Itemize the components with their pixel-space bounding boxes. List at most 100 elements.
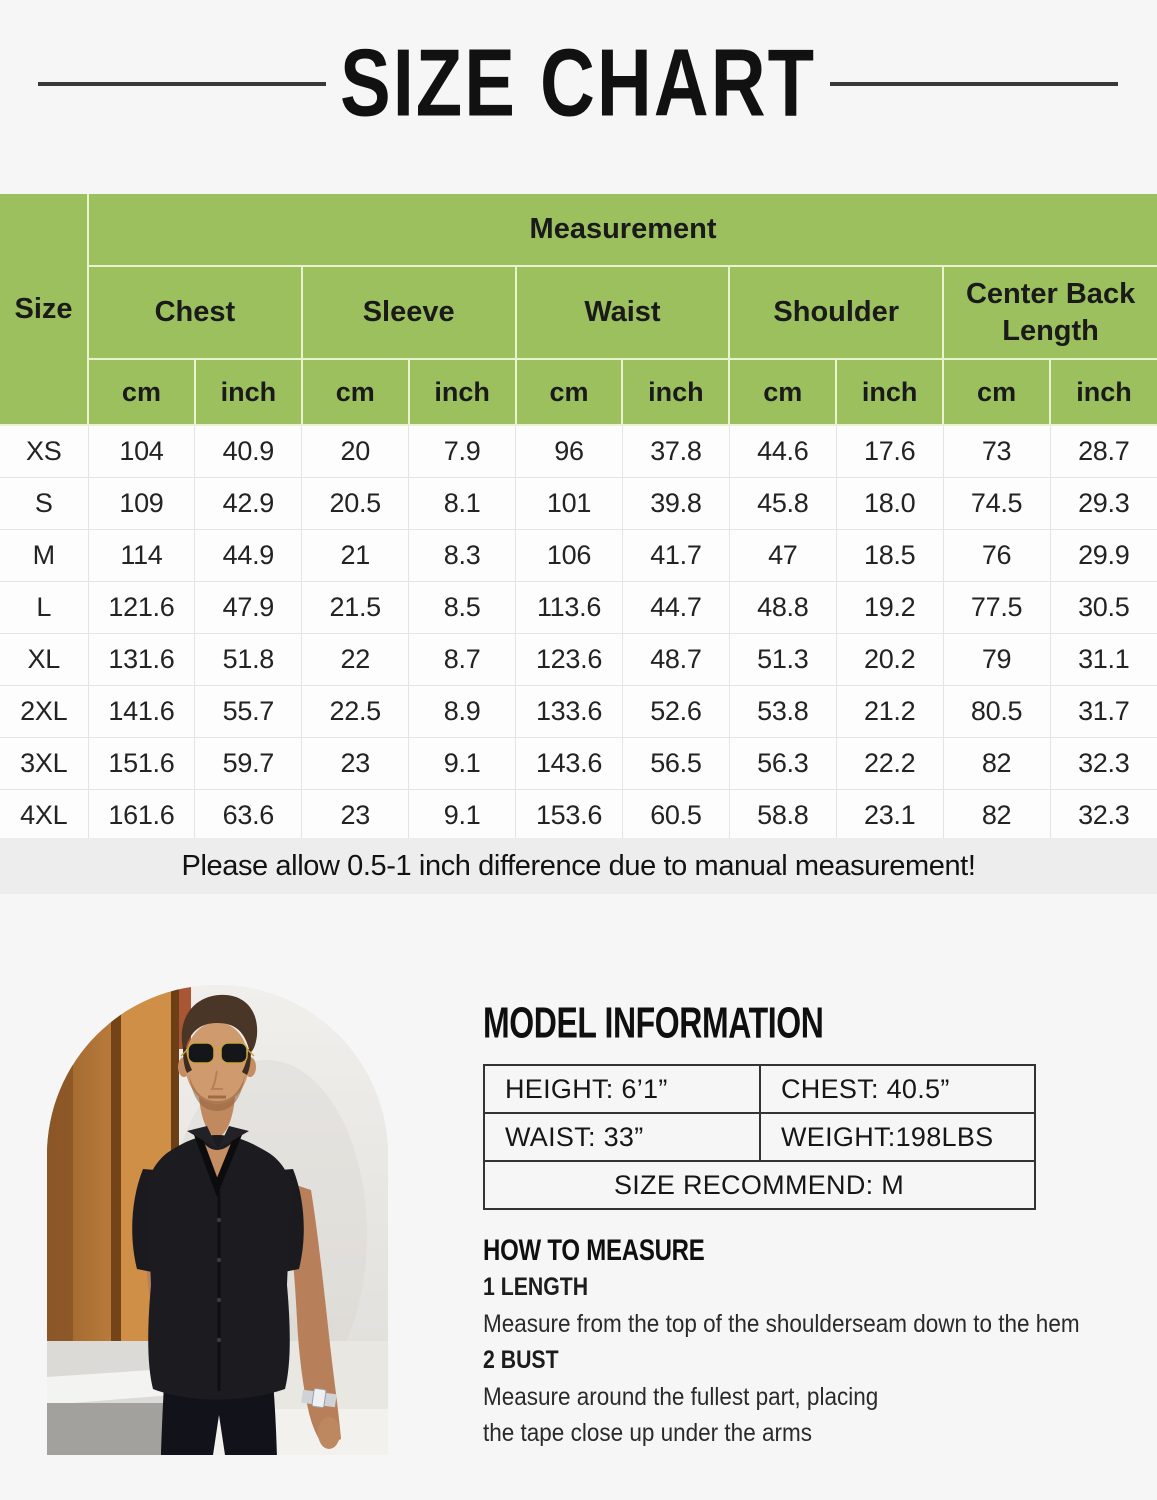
value-cell: 56.5	[621, 737, 730, 790]
value-cell: 22.5	[301, 685, 410, 738]
unit-header-cell: cm	[728, 358, 838, 426]
measure-column-header: Waist	[514, 265, 731, 360]
value-cell: 141.6	[87, 685, 196, 738]
table-row: S 109 42.9 20.5 8.1 101 39.8 45.8 18.0 74.5 29.3	[0, 477, 1157, 530]
how-to-measure-lines: 1 LENGTH Measure from the top of the shou…	[483, 1269, 1143, 1452]
value-cell: 22	[301, 633, 410, 686]
size-column-header: Size	[0, 193, 89, 426]
unit-header-cell: cm	[942, 358, 1052, 426]
value-cell: 79	[942, 633, 1051, 686]
table-row: 2XL 141.6 55.7 22.5 8.9 133.6 52.6 53.8 21.2 80.5…	[0, 685, 1157, 738]
value-cell: 42.9	[194, 477, 303, 530]
measurement-note: Please allow 0.5-1 inch difference due t…	[181, 849, 976, 882]
measure-column-header: Chest	[87, 265, 303, 360]
unit-header-cell: inch	[193, 358, 303, 426]
value-cell: 22.2	[835, 737, 944, 790]
value-cell: 51.8	[194, 633, 303, 686]
value-cell: 143.6	[515, 737, 623, 790]
value-cell: 60.5	[621, 789, 730, 842]
title-rule-left	[38, 82, 326, 86]
unit-header-row: cm inch cm inch cm inch cm inch cm inch	[0, 358, 1157, 426]
value-cell: 18.0	[835, 477, 944, 530]
value-cell: 45.8	[728, 477, 837, 530]
model-info-row: WAIST: 33” WEIGHT:198LBS	[483, 1112, 1036, 1162]
value-cell: 40.9	[194, 424, 303, 478]
model-info-cell: WEIGHT:198LBS	[759, 1112, 1036, 1162]
value-cell: 44.6	[728, 424, 837, 478]
measure-step-label: 2 BUST	[483, 1346, 559, 1374]
value-cell: 106	[515, 529, 623, 582]
value-cell: 41.7	[621, 529, 730, 582]
unit-header-cell: cm	[514, 358, 624, 426]
value-cell: 63.6	[194, 789, 303, 842]
model-info-row: HEIGHT: 6’1” CHEST: 40.5”	[483, 1064, 1036, 1114]
value-cell: 23	[301, 737, 410, 790]
model-info-body: HEIGHT: 6’1” CHEST: 40.5” WAIST: 33” WEIGHT…	[483, 1064, 1036, 1210]
value-cell: 121.6	[87, 581, 196, 634]
value-cell: 53.8	[728, 685, 837, 738]
value-cell: 8.5	[408, 581, 517, 634]
model-info-cell: CHEST: 40.5”	[759, 1064, 1036, 1114]
model-info-cell: WAIST: 33”	[483, 1112, 761, 1162]
value-cell: 77.5	[942, 581, 1051, 634]
model-photo-illustration	[47, 985, 388, 1455]
value-cell: 47	[728, 529, 837, 582]
value-cell: 47.9	[194, 581, 303, 634]
size-recommend-cell: SIZE RECOMMEND: M	[483, 1160, 1036, 1210]
measure-instruction: Measure around the fullest part, placing	[483, 1382, 879, 1411]
value-cell: 153.6	[515, 789, 623, 842]
model-information-heading: MODEL INFORMATION	[483, 998, 824, 1048]
note-band: Please allow 0.5-1 inch difference due t…	[0, 838, 1157, 894]
how-to-measure-heading: HOW TO MEASURE	[483, 1234, 705, 1267]
measure-column-header: Center Back Length	[942, 265, 1157, 360]
value-cell: 80.5	[942, 685, 1051, 738]
size-cell: M	[0, 529, 89, 582]
value-cell: 59.7	[194, 737, 303, 790]
value-cell: 51.3	[728, 633, 837, 686]
size-cell: 2XL	[0, 685, 89, 738]
value-cell: 109	[87, 477, 196, 530]
value-cell: 21.2	[835, 685, 944, 738]
model-info-row: SIZE RECOMMEND: M	[483, 1160, 1036, 1210]
value-cell: 123.6	[515, 633, 623, 686]
value-cell: 19.2	[835, 581, 944, 634]
value-cell: 20.2	[835, 633, 944, 686]
size-cell: S	[0, 477, 89, 530]
value-cell: 48.8	[728, 581, 837, 634]
value-cell: 48.7	[621, 633, 730, 686]
measure-column-header: Shoulder	[728, 265, 945, 360]
value-cell: 21	[301, 529, 410, 582]
value-cell: 82	[942, 737, 1051, 790]
value-cell: 131.6	[87, 633, 196, 686]
value-cell: 20	[301, 424, 410, 478]
value-cell: 30.5	[1049, 581, 1157, 634]
size-cell: XL	[0, 633, 89, 686]
value-cell: 31.1	[1049, 633, 1157, 686]
value-cell: 8.9	[408, 685, 517, 738]
value-cell: 23	[301, 789, 410, 842]
value-cell: 101	[515, 477, 623, 530]
size-chart-table: Size Measurement Chest Sleeve Waist Shoulde…	[0, 193, 1157, 842]
measurement-header: Measurement	[86, 193, 1157, 267]
value-cell: 151.6	[87, 737, 196, 790]
value-cell: 39.8	[621, 477, 730, 530]
table-row: XS 104 40.9 20 7.9 96 37.8 44.6 17.6 73 28.7	[0, 424, 1157, 478]
size-table-body: XS 104 40.9 20 7.9 96 37.8 44.6 17.6 73 28.7 S 109 42…	[0, 424, 1157, 842]
value-cell: 8.3	[408, 529, 517, 582]
value-cell: 44.9	[194, 529, 303, 582]
page-title: SIZE CHART	[340, 29, 816, 137]
model-photo	[47, 985, 388, 1455]
size-chart-table-wrap: Size Measurement Chest Sleeve Waist Shoulde…	[0, 193, 1157, 842]
value-cell: 23.1	[835, 789, 944, 842]
value-cell: 9.1	[408, 737, 517, 790]
value-cell: 20.5	[301, 477, 410, 530]
value-cell: 29.3	[1049, 477, 1157, 530]
value-cell: 21.5	[301, 581, 410, 634]
value-cell: 9.1	[408, 789, 517, 842]
value-cell: 96	[515, 424, 623, 478]
value-cell: 29.9	[1049, 529, 1157, 582]
unit-header-cell: inch	[407, 358, 517, 426]
table-row: XL 131.6 51.8 22 8.7 123.6 48.7 51.3 20.2 79 31.1	[0, 633, 1157, 686]
unit-header-cell: inch	[621, 358, 731, 426]
